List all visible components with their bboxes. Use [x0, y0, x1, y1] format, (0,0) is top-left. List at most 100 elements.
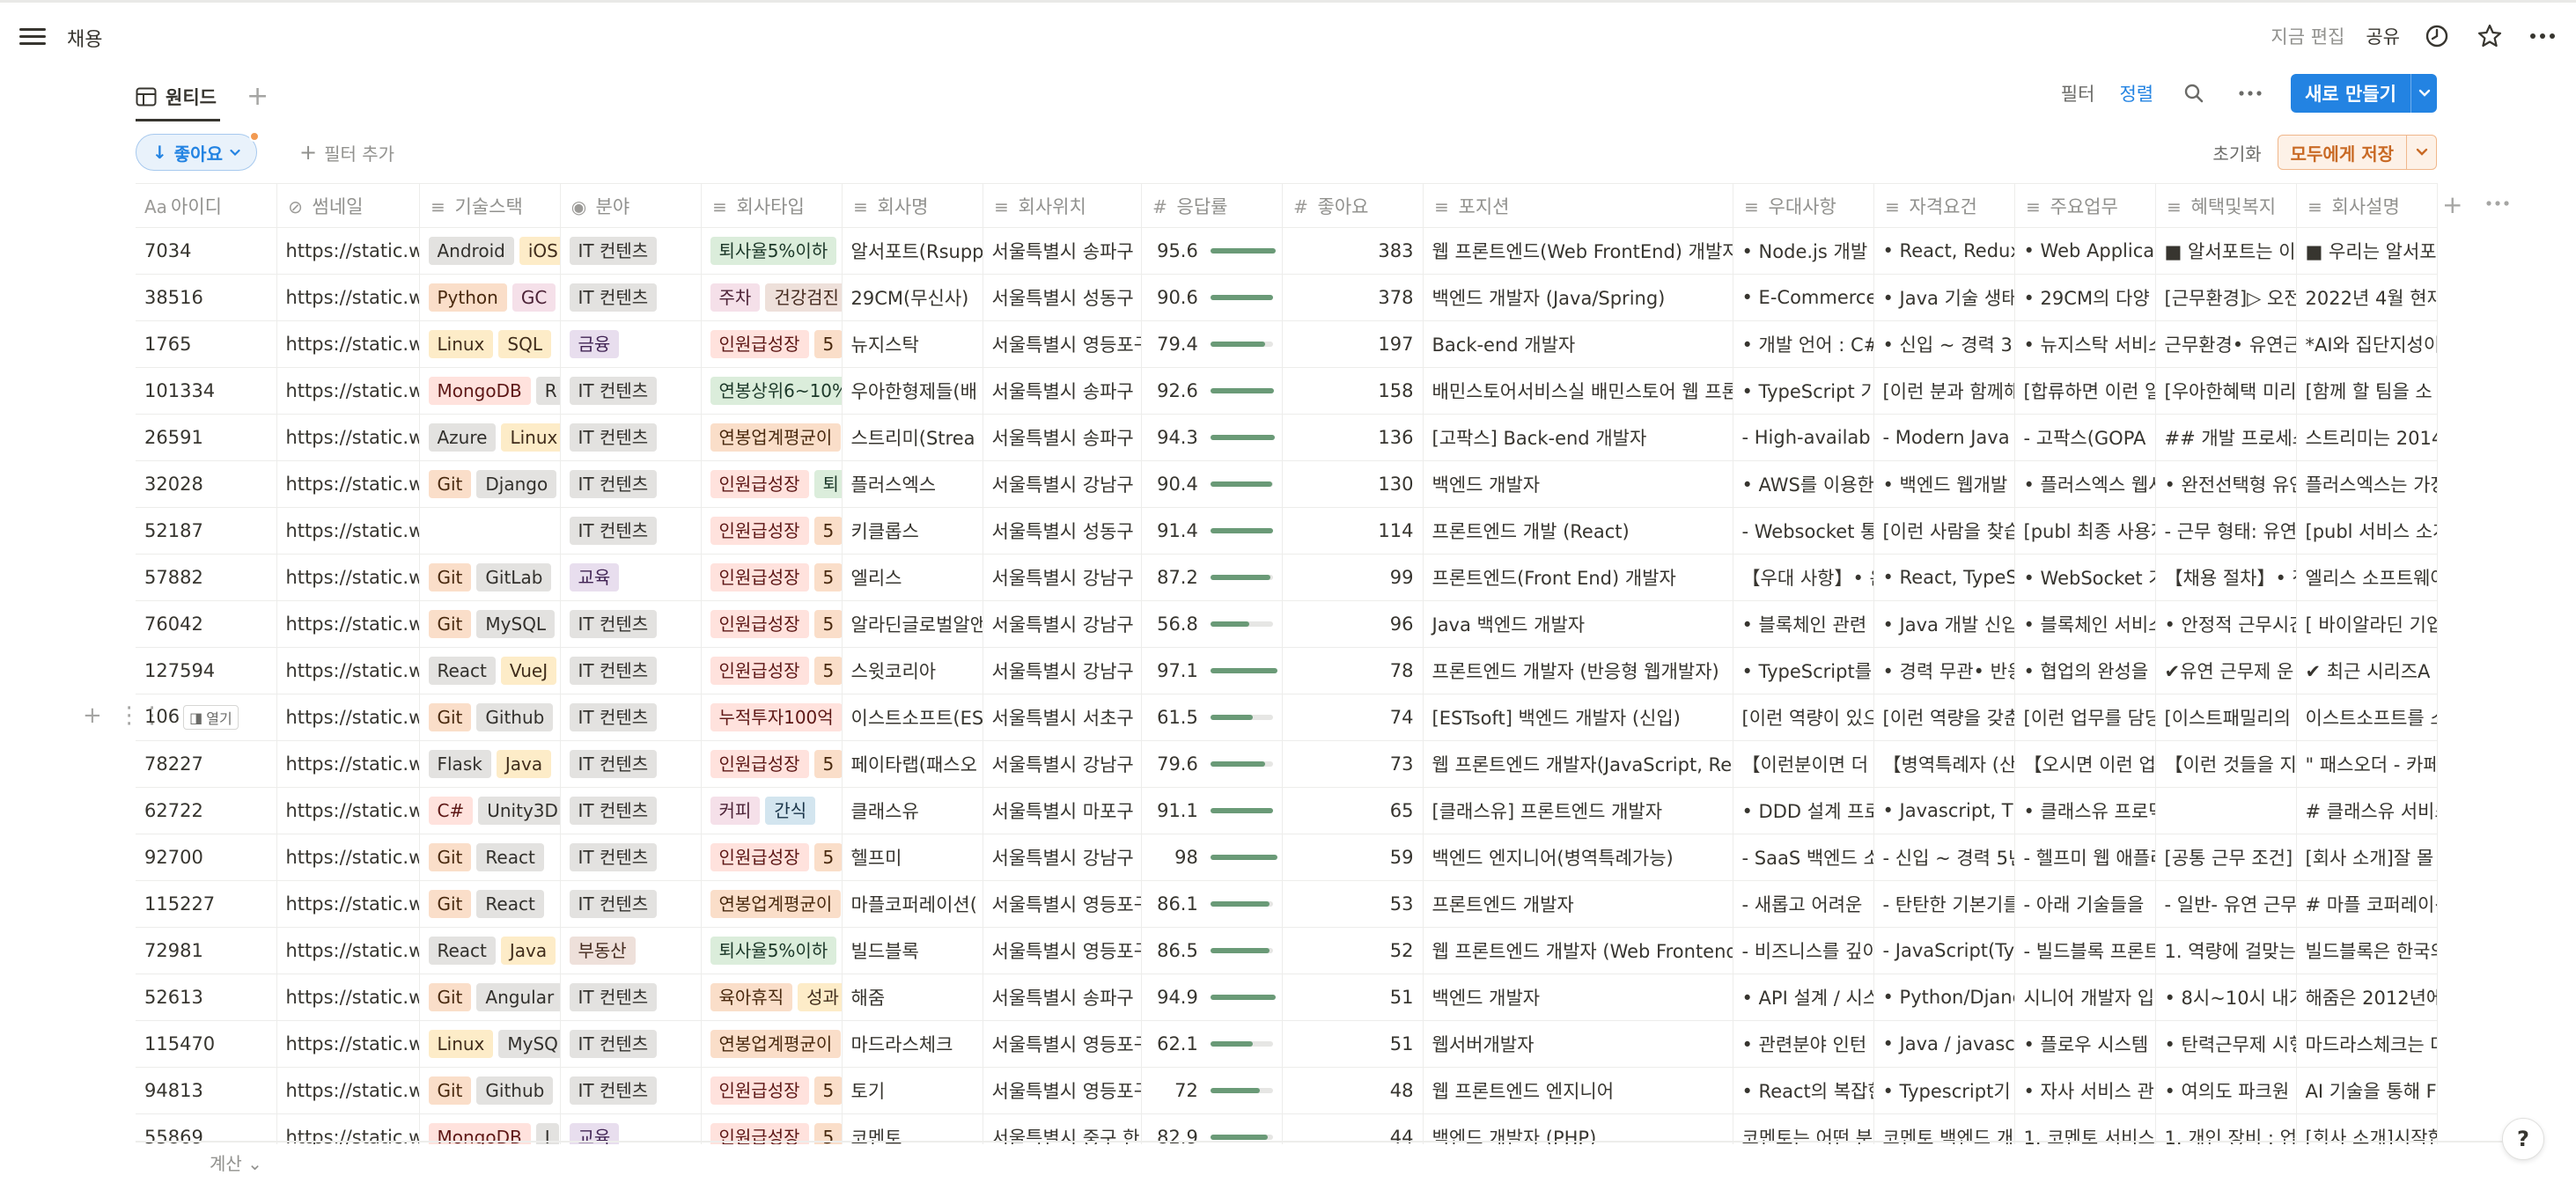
cell-stack[interactable] — [419, 507, 561, 555]
cell-thumb[interactable]: https://static.w — [276, 554, 420, 601]
cell-work[interactable]: • 플러스엑스 웹사 — [2014, 460, 2156, 508]
cell-pref[interactable]: • React의 복잡한 — [1733, 1067, 1874, 1114]
column-header-work[interactable]: ≡ 주요업무 — [2014, 183, 2156, 228]
cell-loc[interactable]: 서울특별시 영등포구 — [983, 1067, 1142, 1114]
cell-likes[interactable]: 78 — [1282, 647, 1424, 694]
column-header-cname[interactable]: ≡ 회사명 — [842, 183, 983, 228]
more-icon[interactable] — [2527, 20, 2558, 52]
cell-req[interactable]: • 백엔드 웹개발 — [1873, 460, 2015, 508]
cell-field[interactable]: IT 컨텐츠 — [560, 880, 702, 928]
cell-bene[interactable]: [우아한혜택 미리 — [2155, 367, 2297, 415]
cell-ctype[interactable]: 인원급성장 5 — [701, 740, 843, 788]
search-icon[interactable] — [2178, 77, 2210, 109]
cell-rate[interactable]: 82.9 — [1141, 1113, 1283, 1144]
cell-work[interactable]: [publ 최종 사용자 — [2014, 507, 2156, 555]
cell-desc[interactable]: AI 기술을 통해 F — [2296, 1067, 2438, 1114]
cell-thumb[interactable]: https://static.w — [276, 694, 420, 741]
cell-pos[interactable]: 프론트엔드(Front End) 개발자 — [1423, 554, 1733, 601]
cell-desc[interactable]: 플러스엑스는 가장 — [2296, 460, 2438, 508]
cell-id[interactable]: 52613 — [136, 974, 277, 1021]
cell-thumb[interactable]: https://static.w — [276, 1067, 420, 1114]
cell-rate[interactable]: 92.6 — [1141, 367, 1283, 415]
add-filter-button[interactable]: + 필터 추가 — [299, 134, 394, 171]
cell-cname[interactable]: 키클롭스 — [842, 507, 983, 555]
cell-loc[interactable]: 서울특별시 성동구 — [983, 274, 1142, 321]
cell-thumb[interactable]: https://static.w — [276, 227, 420, 275]
cell-likes[interactable]: 73 — [1282, 740, 1424, 788]
cell-field[interactable]: IT 컨텐츠 — [560, 834, 702, 881]
cell-work[interactable]: • 뉴지스탁 서비스 — [2014, 320, 2156, 368]
cell-ctype[interactable]: 인원급성장 5 — [701, 834, 843, 881]
cell-id[interactable]: 26591 — [136, 414, 277, 461]
cell-likes[interactable]: 51 — [1282, 1020, 1424, 1068]
cell-rate[interactable]: 91.4 — [1141, 507, 1283, 555]
cell-likes[interactable]: 99 — [1282, 554, 1424, 601]
cell-likes[interactable]: 59 — [1282, 834, 1424, 881]
cell-desc[interactable]: 해줌은 2012년에 — [2296, 974, 2438, 1021]
cell-stack[interactable]: Git Github — [419, 1067, 561, 1114]
cell-field[interactable]: IT 컨텐츠 — [560, 787, 702, 834]
cell-cname[interactable]: 헬프미 — [842, 834, 983, 881]
cell-pos[interactable]: Java 백엔드 개발자 — [1423, 600, 1733, 648]
cell-bene[interactable]: • 완전선택형 유연 — [2155, 460, 2297, 508]
cell-pref[interactable]: • TypeScript를 활 — [1733, 647, 1874, 694]
cell-id[interactable]: 101334 — [136, 367, 277, 415]
cell-pos[interactable]: 웹 프론트엔드 엔지니어 — [1423, 1067, 1733, 1114]
cell-ctype[interactable]: 육아휴직 성과 — [701, 974, 843, 1021]
table-row[interactable]: 101334 https://static.w MongoDB R IT 컨텐츠 연봉상위… — [136, 367, 2438, 415]
cell-req[interactable]: [이런 역량을 갖춘 — [1873, 694, 2015, 741]
cell-rate[interactable]: 72 — [1141, 1067, 1283, 1114]
cell-loc[interactable]: 서울특별시 송파구 — [983, 367, 1142, 415]
cell-work[interactable]: 1. 코멘토 서비스 — [2014, 1113, 2156, 1144]
cell-work[interactable]: - 빌드블록 프론트 — [2014, 927, 2156, 974]
cell-cname[interactable]: 알라딘글로벌알앤 — [842, 600, 983, 648]
cell-stack[interactable]: Android iOS — [419, 227, 561, 275]
cell-work[interactable]: • WebSocket 기 — [2014, 554, 2156, 601]
cell-pref[interactable]: - High-availab — [1733, 414, 1874, 461]
cell-req[interactable]: • Python/Djang — [1873, 974, 2015, 1021]
table-row[interactable]: 115227 https://static.w Git React IT 컨텐츠 연봉업계… — [136, 880, 2438, 928]
cell-stack[interactable]: Git Angular — [419, 974, 561, 1021]
cell-id[interactable]: 52187 — [136, 507, 277, 555]
cell-work[interactable]: - 아래 기술들을 — [2014, 880, 2156, 928]
cell-bene[interactable]: 1. 역량에 걸맞는 — [2155, 927, 2297, 974]
cell-field[interactable]: IT 컨텐츠 — [560, 740, 702, 788]
cell-likes[interactable]: 114 — [1282, 507, 1424, 555]
cell-rate[interactable]: 86.5 — [1141, 927, 1283, 974]
cell-desc[interactable]: 마드라스체크는 대 — [2296, 1020, 2438, 1068]
share-button[interactable]: 공유 — [2366, 26, 2400, 48]
cell-stack[interactable]: Linux MySQ — [419, 1020, 561, 1068]
cell-thumb[interactable]: https://static.w — [276, 460, 420, 508]
cell-field[interactable]: IT 컨텐츠 — [560, 460, 702, 508]
column-header-pref[interactable]: ≡ 우대사항 — [1733, 183, 1874, 228]
cell-stack[interactable]: MongoDB I — [419, 1113, 561, 1144]
cell-bene[interactable]: ## 개발 프로세스 — [2155, 414, 2297, 461]
cell-loc[interactable]: 서울특별시 강남구 — [983, 600, 1142, 648]
table-row[interactable]: 26591 https://static.w Azure Linux IT 컨텐츠 연봉업… — [136, 414, 2438, 461]
table-row[interactable]: 1765 https://static.w Linux SQL 금융 인원급성장 5 뉴지스탁… — [136, 320, 2438, 368]
cell-ctype[interactable]: 인원급성장 5 — [701, 320, 843, 368]
cell-desc[interactable]: 빌드블록은 한국의 — [2296, 927, 2438, 974]
cell-req[interactable]: • React, TypeS — [1873, 554, 2015, 601]
cell-loc[interactable]: 서울특별시 강남구 — [983, 554, 1142, 601]
cell-field[interactable]: IT 컨텐츠 — [560, 414, 702, 461]
column-header-likes[interactable]: # 좋아요 — [1282, 183, 1424, 228]
cell-thumb[interactable]: https://static.w — [276, 880, 420, 928]
cell-id[interactable]: 55869 — [136, 1113, 277, 1144]
cell-pos[interactable]: [클래스유] 프론트엔드 개발자 — [1423, 787, 1733, 834]
cell-stack[interactable]: React Java — [419, 927, 561, 974]
cell-rate[interactable]: 87.2 — [1141, 554, 1283, 601]
cell-work[interactable]: • 협업의 완성을 — [2014, 647, 2156, 694]
cell-pref[interactable]: • 관련분야 인턴 — [1733, 1020, 1874, 1068]
cell-pref[interactable]: 【이런분이면 더 좋 — [1733, 740, 1874, 788]
cell-req[interactable]: - 탄탄한 기본기를 — [1873, 880, 2015, 928]
cell-loc[interactable]: 서울특별시 강남구 — [983, 460, 1142, 508]
cell-thumb[interactable]: https://static.w — [276, 647, 420, 694]
cell-loc[interactable]: 서울특별시 마포구 — [983, 787, 1142, 834]
cell-desc[interactable]: [회사 소개]시작합 — [2296, 1113, 2438, 1144]
cell-likes[interactable]: 74 — [1282, 694, 1424, 741]
cell-ctype[interactable]: 연봉업계평균이 — [701, 880, 843, 928]
cell-cname[interactable]: 해줌 — [842, 974, 983, 1021]
add-row-icon[interactable]: + — [83, 702, 102, 729]
cell-work[interactable]: [합류하면 이런 일 — [2014, 367, 2156, 415]
